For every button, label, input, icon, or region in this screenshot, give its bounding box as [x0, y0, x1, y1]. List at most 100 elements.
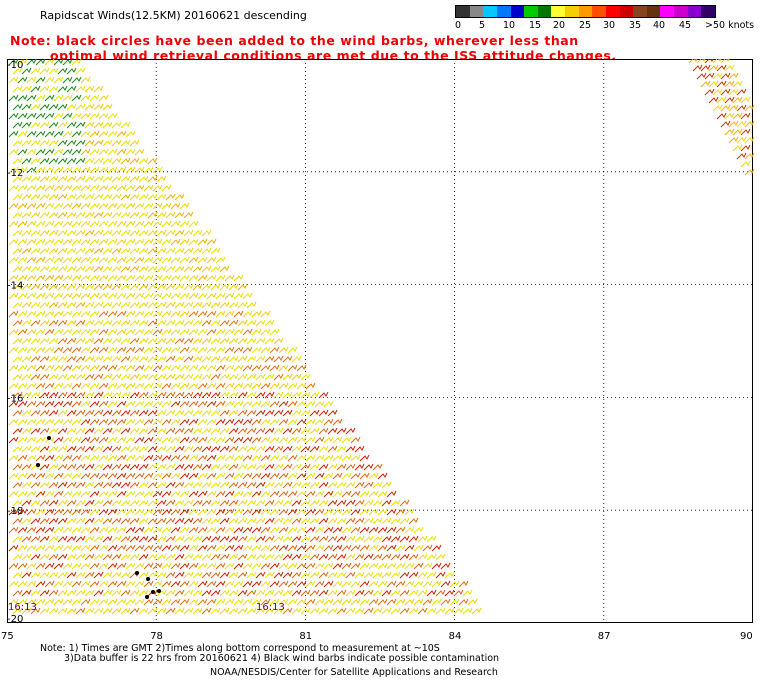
wind-barb — [744, 168, 755, 176]
wind-barb — [75, 481, 86, 489]
wind-barb — [8, 328, 19, 336]
wind-barb — [404, 598, 415, 606]
wind-barb — [138, 481, 149, 489]
contamination-marker — [146, 577, 150, 581]
wind-barb — [156, 535, 167, 543]
wind-barb — [30, 409, 41, 417]
wind-barb — [111, 391, 122, 399]
wind-barb — [246, 409, 257, 417]
wind-barb — [332, 598, 343, 606]
colorbar-labels: 0 5 10 15 20 25 30 35 40 45 >50 knots — [455, 18, 754, 32]
wind-barb — [89, 310, 100, 318]
wind-barb — [107, 598, 118, 606]
wind-barb — [215, 544, 226, 552]
wind-barb — [93, 445, 104, 453]
wind-barb — [296, 364, 307, 372]
wind-barb — [143, 238, 154, 246]
wind-barb — [237, 535, 248, 543]
wind-barb — [147, 445, 158, 453]
wind-barb — [62, 598, 73, 606]
wind-barb — [170, 202, 181, 210]
wind-barb — [350, 598, 361, 606]
wind-barb — [156, 517, 167, 525]
wind-barb — [712, 72, 723, 80]
wind-barb — [287, 544, 298, 552]
wind-barb — [165, 247, 176, 255]
wind-barb — [147, 157, 158, 165]
wind-barb — [219, 301, 230, 309]
wind-barb — [170, 238, 181, 246]
wind-barb — [48, 553, 59, 561]
wind-barb — [98, 220, 109, 228]
wind-barb — [48, 571, 59, 579]
wind-barb — [102, 535, 113, 543]
wind-barb — [269, 382, 280, 390]
wind-barb — [8, 418, 19, 426]
wind-barb — [228, 463, 239, 471]
wind-barb — [242, 364, 253, 372]
wind-barb — [66, 193, 77, 201]
wind-barb — [399, 589, 410, 597]
wind-barb — [363, 481, 374, 489]
wind-barb — [84, 103, 95, 111]
wind-barb — [219, 445, 230, 453]
wind-barb — [251, 562, 262, 570]
wind-barb — [12, 265, 23, 273]
wind-barb — [80, 184, 91, 192]
wind-barb — [251, 544, 262, 552]
wind-barb — [287, 562, 298, 570]
wind-barb — [237, 571, 248, 579]
wind-barb — [53, 310, 64, 318]
wind-barb — [138, 301, 149, 309]
wind-barb — [48, 355, 59, 363]
wind-barb — [233, 562, 244, 570]
wind-barb — [80, 166, 91, 174]
longitude-label: 84 — [448, 631, 462, 642]
wind-barb — [260, 436, 271, 444]
wind-barb — [62, 310, 73, 318]
wind-barb — [197, 238, 208, 246]
wind-barb — [35, 526, 46, 534]
wind-barb — [237, 391, 248, 399]
wind-barb — [174, 463, 185, 471]
wind-barb — [740, 112, 751, 120]
wind-barb — [422, 544, 433, 552]
wind-barb — [201, 391, 212, 399]
wind-barb — [219, 499, 230, 507]
wind-barb — [327, 607, 338, 615]
wind-barb — [12, 571, 23, 579]
wind-barb — [138, 607, 149, 615]
wind-barb — [75, 175, 86, 183]
wind-barb — [417, 589, 428, 597]
wind-barb — [89, 580, 100, 588]
wind-barb — [66, 283, 77, 291]
wind-barb — [192, 373, 203, 381]
wind-barb — [720, 88, 731, 96]
wind-barb — [255, 517, 266, 525]
wind-barb — [57, 265, 68, 273]
colorbar-swatch — [510, 6, 525, 17]
wind-barb — [381, 535, 392, 543]
wind-barb — [215, 400, 226, 408]
wind-barb — [66, 337, 77, 345]
wind-barb — [120, 265, 131, 273]
wind-barb — [129, 193, 140, 201]
wind-barb — [728, 72, 739, 80]
wind-barb — [120, 193, 131, 201]
wind-barb — [35, 382, 46, 390]
wind-barb — [219, 571, 230, 579]
wind-barb — [724, 112, 735, 120]
wind-barb — [296, 562, 307, 570]
wind-barb — [210, 535, 221, 543]
wind-barb — [174, 445, 185, 453]
wind-barb — [75, 589, 86, 597]
wind-barb — [71, 59, 82, 66]
wind-barb — [219, 517, 230, 525]
wind-barb — [8, 59, 19, 66]
wind-barb — [62, 274, 73, 282]
wind-barb — [62, 508, 73, 516]
wind-barb — [704, 72, 715, 80]
wind-barb — [246, 427, 257, 435]
wind-barb — [413, 544, 424, 552]
wind-barb — [341, 544, 352, 552]
